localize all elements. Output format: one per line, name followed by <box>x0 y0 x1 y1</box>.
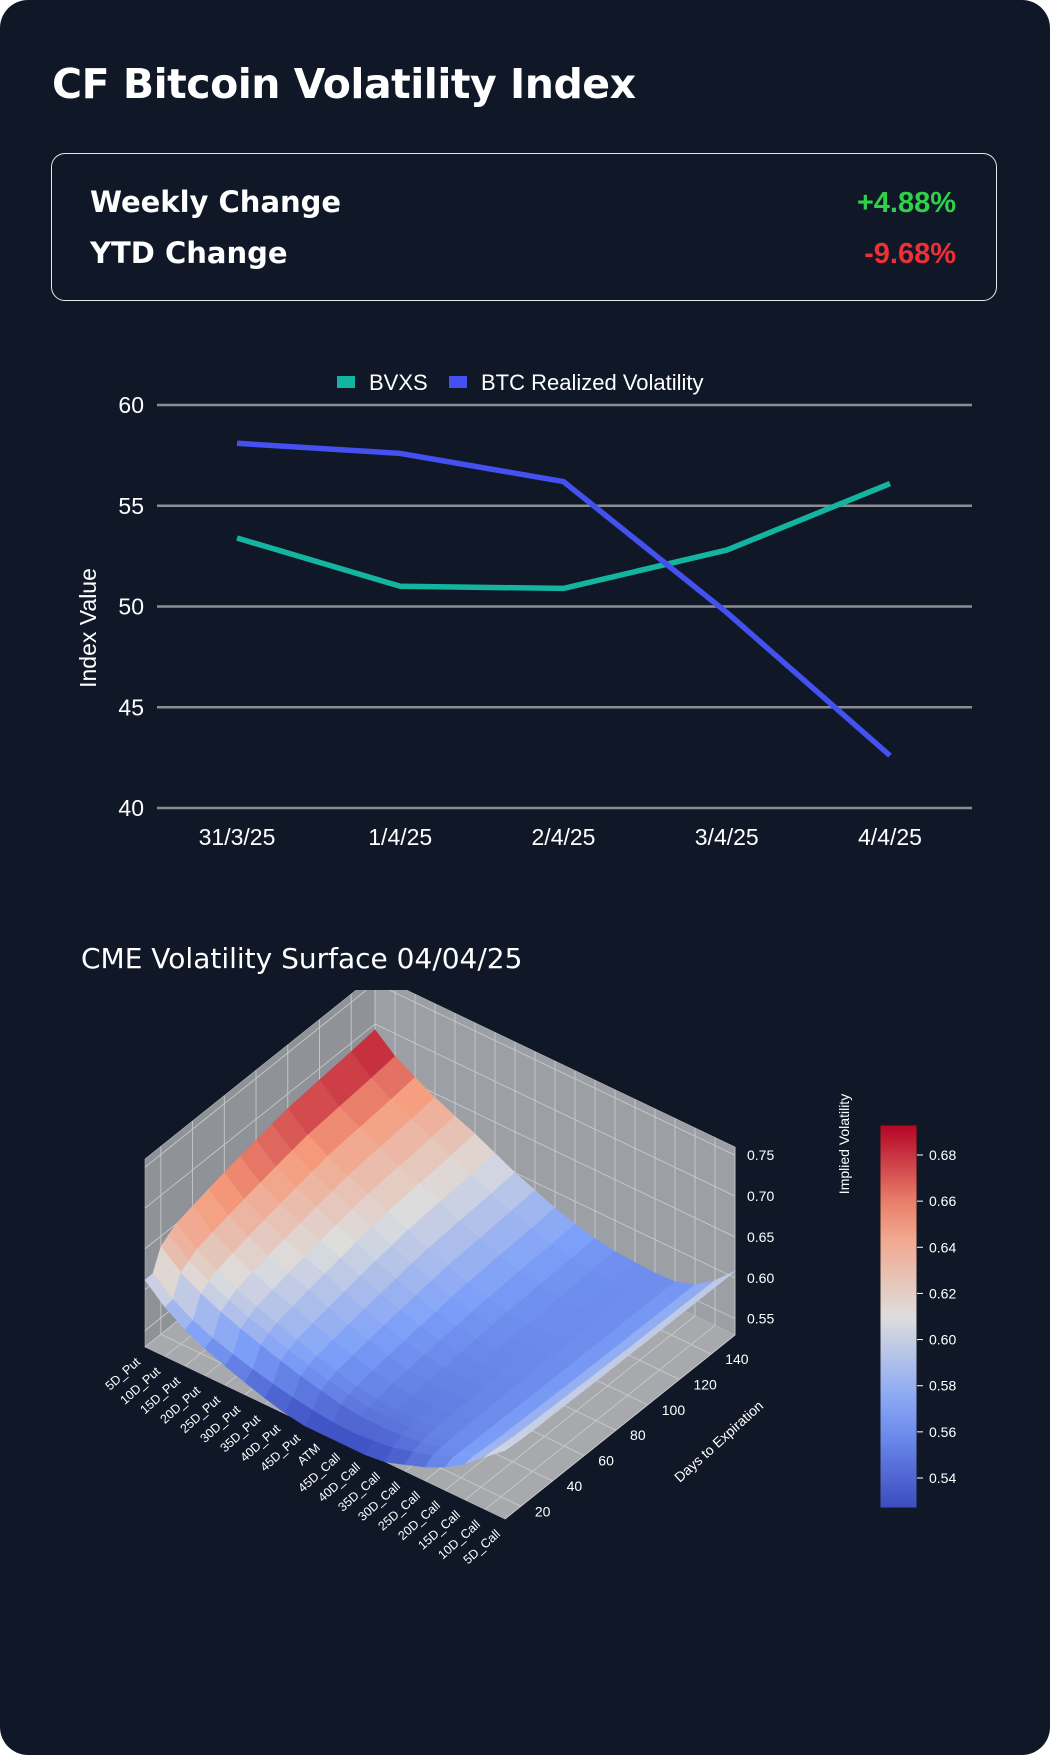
surface-chart-title: CME Volatility Surface 04/04/25 <box>81 942 523 975</box>
y-tick-label: 55 <box>118 493 144 519</box>
weekly-change-value: +4.88% <box>856 187 956 219</box>
change-summary-box: Weekly Change +4.88% YTD Change -9.68% <box>51 153 997 301</box>
page-title: CF Bitcoin Volatility Index <box>52 60 636 108</box>
surface-gridline <box>144 990 368 1168</box>
vol-tick-label: 0.55 <box>747 1311 774 1327</box>
days-tick-label: 40 <box>567 1478 583 1494</box>
surface-gridline <box>464 1315 696 1501</box>
days-to-expiration-label: Days to Expiration <box>671 1397 766 1485</box>
x-tick-label: 31/3/25 <box>199 824 276 850</box>
surface-gridline <box>374 1023 736 1197</box>
days-tick-label: 140 <box>725 1351 749 1367</box>
colorbar <box>879 1124 918 1509</box>
surface-gridline <box>484 1325 716 1510</box>
days-tick-label: 120 <box>693 1376 717 1392</box>
legend-label: BTC Realized Volatility <box>481 370 704 395</box>
y-tick-label: 60 <box>118 392 144 418</box>
vol-tick-label: 0.75 <box>747 1147 774 1163</box>
legend-label: BVXS <box>369 370 428 395</box>
series-line-bvxs <box>236 481 892 592</box>
colorbar-tick-label: 0.58 <box>929 1378 956 1394</box>
y-tick-label: 40 <box>118 795 144 821</box>
days-tick-label: 20 <box>535 1503 551 1519</box>
colorbar-tick-label: 0.68 <box>929 1147 956 1163</box>
vol-tick-label: 0.60 <box>747 1270 774 1286</box>
y-tick-label: 50 <box>118 594 144 620</box>
weekly-change-row: Weekly Change +4.88% <box>90 185 956 225</box>
colorbar-tick-label: 0.60 <box>929 1332 956 1348</box>
ytd-change-row: YTD Change -9.68% <box>90 236 956 276</box>
legend-swatch <box>337 376 355 388</box>
x-tick-label: 4/4/25 <box>858 824 922 850</box>
colorbar-tick-label: 0.66 <box>929 1193 956 1209</box>
colorbar-tick-label: 0.56 <box>929 1424 956 1440</box>
implied-volatility-label: Implied Volatility <box>836 1094 852 1194</box>
index-line-chart: 40 45 50 55 60 31/3/25 1/4/25 2/4/25 3/4/25 4/4/… <box>75 370 972 850</box>
x-tick-label: 2/4/25 <box>532 824 596 850</box>
vol-tick-label: 0.65 <box>747 1229 774 1245</box>
surface-gridline <box>144 1023 376 1209</box>
x-tick-label: 1/4/25 <box>368 824 432 850</box>
days-tick-label: 80 <box>630 1427 646 1443</box>
surface-gridline <box>504 1334 736 1520</box>
y-tick-label: 45 <box>118 694 144 720</box>
days-tick-label: 60 <box>598 1453 614 1469</box>
colorbar-tick-label: 0.64 <box>929 1239 956 1255</box>
days-tick-label: 100 <box>662 1402 686 1418</box>
volatility-surface-chart: 5D_Put10D_Put15D_Put20D_Put25D_Put30D_Pu… <box>103 990 956 1567</box>
ytd-change-label: YTD Change <box>90 236 288 270</box>
legend-swatch <box>449 376 467 388</box>
surface-patch <box>484 1444 514 1458</box>
colorbar-tick-label: 0.62 <box>929 1285 956 1301</box>
series-line-btc-realized-volatility <box>236 440 892 758</box>
surface-gridline <box>374 1064 736 1238</box>
ytd-change-value: -9.68% <box>864 238 956 270</box>
surface-gridline <box>388 990 736 1156</box>
y-axis-label: Index Value <box>75 568 101 688</box>
vol-tick-label: 0.70 <box>747 1188 774 1204</box>
colorbar-tick-label: 0.54 <box>929 1470 956 1486</box>
weekly-change-label: Weekly Change <box>90 185 342 219</box>
x-tick-label: 3/4/25 <box>695 824 759 850</box>
